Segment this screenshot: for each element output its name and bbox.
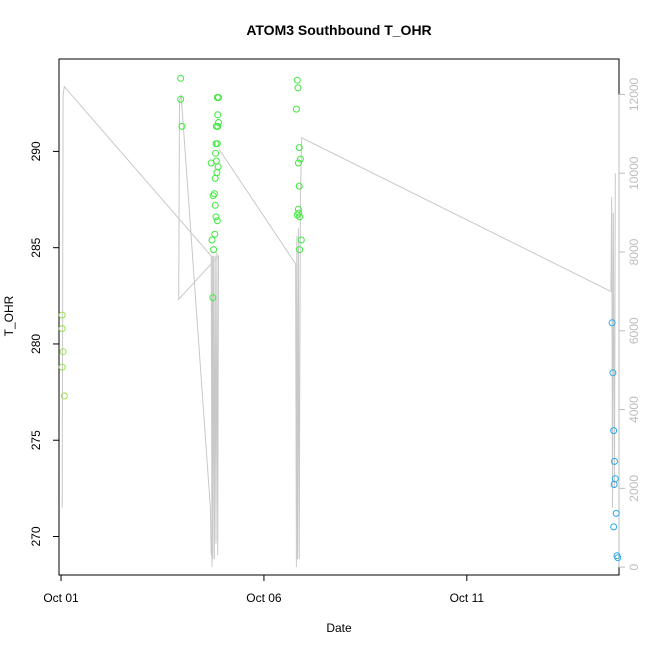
data-point [294,205,302,213]
data-point [610,481,618,488]
axes: Oct 01 Oct 06 Oct 11 270 275 280 285 290 0 2000 40… [29,77,641,605]
data-point [211,174,219,182]
data-point [58,325,66,333]
data-point [610,523,618,531]
data-point [210,246,218,254]
data-point [294,159,302,167]
y2-tick-label: 8000 [627,238,641,265]
data-point [209,192,217,200]
data-point [214,163,222,171]
data-point [212,213,220,221]
y-tick-label: 290 [29,141,43,161]
y2-tick-label: 6000 [627,317,641,344]
data-point [215,119,222,126]
altitude-line [61,85,220,568]
temperature-points [58,74,622,562]
chart-title: ATOM3 Southbound T_OHR [246,22,431,38]
altitude-line [218,137,616,568]
data-point [213,169,221,177]
data-point [294,84,302,92]
data-point [209,294,217,302]
data-point [295,144,303,152]
data-point [292,105,300,113]
data-point [58,311,66,319]
x-axis-label: Date [326,621,352,635]
data-point [295,182,303,190]
data-point [296,213,304,221]
data-point [59,348,67,356]
y-tick-label: 280 [29,334,43,354]
data-point [213,140,221,148]
data-point [211,201,219,209]
data-point [177,95,185,103]
y2-tick-label: 4000 [627,396,641,423]
data-point [210,190,218,198]
data-point [60,392,68,400]
data-point [213,217,221,225]
data-point [214,111,222,119]
data-point [611,475,619,483]
y-axis-label: T_OHR [2,295,16,336]
data-point [215,94,222,101]
y2-tick-label: 10000 [627,156,641,190]
data-point [211,230,219,238]
data-point [212,157,220,165]
data-point [611,457,618,465]
y-tick-label: 275 [29,430,43,450]
x-tick-label: Oct 01 [43,591,79,605]
data-point [208,236,216,244]
data-point [296,246,304,254]
data-point [177,74,185,82]
plot-frame [58,58,620,576]
data-point [212,149,220,157]
data-point [296,155,304,163]
data-point [295,209,303,217]
data-point [178,122,186,130]
data-point [58,363,66,371]
data-point [612,509,620,517]
y-tick-label: 285 [29,237,43,257]
y2-tick-label: 2000 [627,475,641,502]
x-tick-label: Oct 06 [246,591,282,605]
y-tick-label: 270 [29,526,43,546]
y2-tick-label: 0 [627,563,641,570]
x-tick-label: Oct 11 [450,591,485,605]
data-point [297,236,305,244]
altitude-series [61,85,616,568]
data-point [614,554,622,562]
data-point [608,319,616,327]
data-point [214,122,222,130]
data-point [610,427,618,435]
data-point [609,369,617,377]
data-point [293,76,301,84]
y2-tick-label: 12000 [627,77,641,111]
